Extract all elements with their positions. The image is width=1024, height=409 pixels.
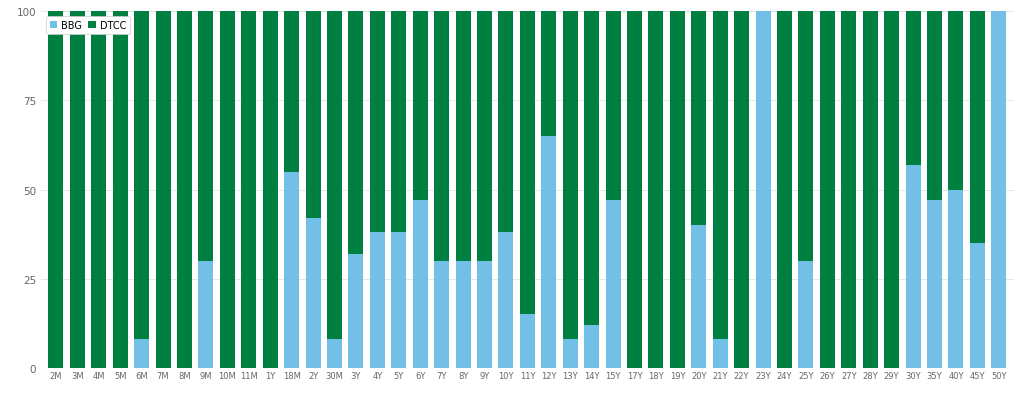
Bar xyxy=(905,165,921,368)
Bar xyxy=(927,201,942,368)
Bar xyxy=(477,261,492,368)
Bar xyxy=(199,261,213,368)
Bar xyxy=(434,12,450,261)
Bar xyxy=(499,12,513,233)
Bar xyxy=(691,226,707,368)
Bar xyxy=(220,12,234,368)
Bar xyxy=(199,12,213,261)
Bar xyxy=(177,12,193,368)
Legend: BBG, DTCC: BBG, DTCC xyxy=(46,17,130,35)
Bar xyxy=(434,261,450,368)
Bar xyxy=(391,233,407,368)
Bar xyxy=(734,12,750,368)
Bar xyxy=(70,12,85,368)
Bar xyxy=(713,12,728,339)
Bar xyxy=(370,12,385,233)
Bar xyxy=(927,12,942,201)
Bar xyxy=(756,12,770,368)
Bar xyxy=(156,12,171,368)
Bar xyxy=(242,12,256,368)
Bar xyxy=(605,201,621,368)
Bar xyxy=(563,339,578,368)
Bar xyxy=(799,261,813,368)
Bar xyxy=(113,12,128,368)
Bar xyxy=(905,12,921,165)
Bar xyxy=(91,12,106,368)
Bar xyxy=(970,12,985,243)
Bar xyxy=(691,12,707,226)
Bar xyxy=(884,12,899,368)
Bar xyxy=(348,254,364,368)
Bar xyxy=(327,339,342,368)
Bar xyxy=(284,173,299,368)
Bar xyxy=(820,12,835,368)
Bar xyxy=(670,12,685,368)
Bar xyxy=(542,12,556,137)
Bar xyxy=(991,12,1007,368)
Bar xyxy=(627,12,642,368)
Bar xyxy=(563,12,578,339)
Bar xyxy=(263,12,278,368)
Bar xyxy=(456,12,471,261)
Bar xyxy=(948,12,964,190)
Bar xyxy=(584,326,599,368)
Bar xyxy=(948,190,964,368)
Bar xyxy=(413,12,428,201)
Bar xyxy=(499,233,513,368)
Bar xyxy=(970,243,985,368)
Bar xyxy=(842,12,856,368)
Bar xyxy=(413,201,428,368)
Bar xyxy=(648,12,664,368)
Bar xyxy=(477,12,492,261)
Bar xyxy=(391,12,407,233)
Bar xyxy=(799,12,813,261)
Bar xyxy=(777,12,792,368)
Bar xyxy=(542,137,556,368)
Bar xyxy=(134,339,150,368)
Bar xyxy=(456,261,471,368)
Bar xyxy=(305,219,321,368)
Bar xyxy=(284,12,299,173)
Bar xyxy=(305,12,321,219)
Bar xyxy=(134,12,150,339)
Bar xyxy=(327,12,342,339)
Bar xyxy=(520,315,535,368)
Bar xyxy=(713,339,728,368)
Bar xyxy=(862,12,878,368)
Bar xyxy=(370,233,385,368)
Bar xyxy=(348,12,364,254)
Bar xyxy=(584,12,599,326)
Bar xyxy=(48,12,63,368)
Bar xyxy=(520,12,535,315)
Bar xyxy=(605,12,621,201)
